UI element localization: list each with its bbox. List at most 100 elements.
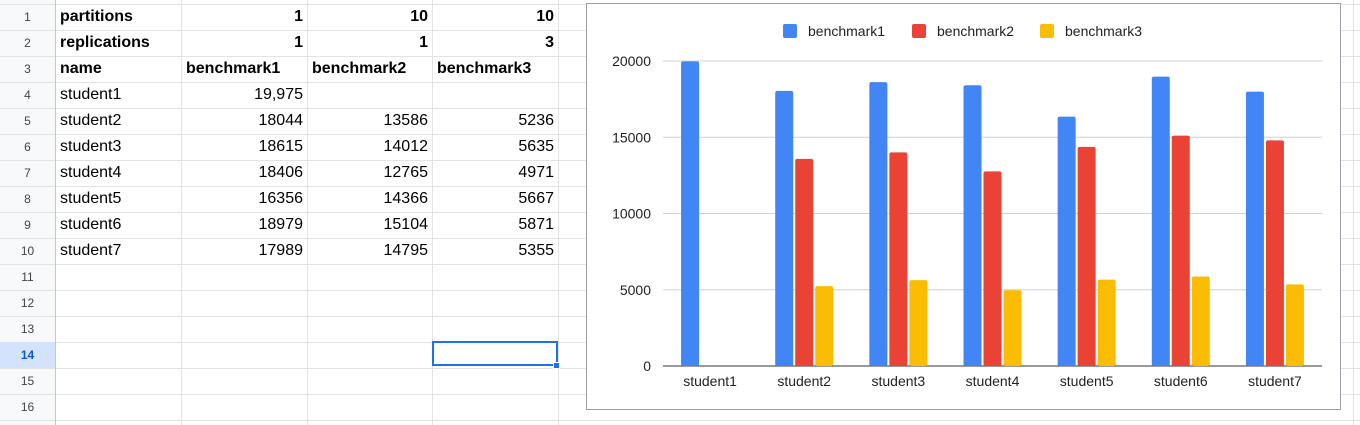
cell-r9-c2[interactable]: 18979 (258, 216, 304, 233)
bar-benchmark1-student6 (1151, 76, 1170, 366)
cell-r5-c1[interactable]: student2 (60, 112, 122, 129)
cell-r10-c1[interactable]: student7 (60, 242, 122, 259)
fill-handle[interactable] (553, 362, 560, 369)
row-header-11[interactable]: 11 (21, 270, 34, 284)
row-header-3[interactable]: 3 (24, 62, 31, 76)
cell-r3-c1[interactable]: name (60, 60, 102, 77)
row-header-2[interactable]: 2 (24, 36, 31, 50)
x-tick-label: student5 (1060, 373, 1114, 389)
cell-r7-c2[interactable]: 18406 (258, 164, 304, 181)
cell-r1-c4[interactable]: 10 (536, 8, 554, 25)
legend-label-benchmark2: benchmark2 (937, 23, 1014, 39)
legend-swatch-benchmark2 (912, 24, 926, 38)
chart-svg: 0 5000 10000 15000 20000 student1 student2 stud… (612, 23, 1322, 389)
bar-benchmark3-student7 (1285, 284, 1304, 366)
row-header-6[interactable]: 6 (24, 140, 31, 154)
cell-r2-c4[interactable]: 3 (545, 34, 554, 51)
cell-r2-c3[interactable]: 1 (419, 34, 428, 51)
cell-r7-c1[interactable]: student4 (60, 164, 122, 181)
cell-r8-c4[interactable]: 5667 (518, 190, 554, 207)
bar-benchmark3-student2 (815, 286, 834, 366)
cell-r5-c3[interactable]: 13586 (383, 112, 429, 129)
legend-label-benchmark1: benchmark1 (808, 23, 885, 39)
cell-r6-c3[interactable]: 14012 (383, 138, 429, 155)
cell-r1-c2[interactable]: 1 (294, 8, 303, 25)
cell-r8-c2[interactable]: 16356 (258, 190, 304, 207)
legend-label-benchmark3: benchmark3 (1065, 23, 1142, 39)
cell-r8-c3[interactable]: 14366 (383, 190, 429, 207)
bar-benchmark1-student3 (869, 82, 888, 366)
cell-r4-c4[interactable] (433, 82, 558, 108)
bar-benchmark2-student2 (795, 158, 814, 366)
column-divider (181, 0, 182, 425)
cell-r2-c2[interactable]: 1 (294, 34, 303, 51)
cell-r2-c1[interactable]: replications (60, 34, 150, 51)
cell-r1-c1[interactable]: partitions (60, 8, 133, 25)
column-divider (307, 0, 308, 425)
column-divider (558, 0, 559, 425)
bar-benchmark2-student5 (1077, 146, 1096, 366)
bar-benchmark1-student5 (1057, 116, 1076, 366)
cell-r9-c3[interactable]: 15104 (383, 216, 429, 233)
cell-r10-c3[interactable]: 14795 (383, 242, 429, 259)
x-tick-label: student1 (683, 373, 737, 389)
bar-benchmark2-student4 (983, 171, 1002, 366)
row-header-16[interactable]: 16 (20, 400, 35, 414)
cell-r7-c4[interactable]: 4971 (518, 164, 554, 181)
row-header-4[interactable]: 4 (24, 88, 31, 102)
x-tick-label: student2 (777, 373, 831, 389)
bar-chart[interactable]: 0 5000 10000 15000 20000 student1 student2 stud… (586, 3, 1341, 410)
selected-cell-d14[interactable] (432, 341, 558, 366)
y-tick-label: 15000 (612, 129, 651, 145)
y-tick-label: 10000 (612, 206, 651, 222)
x-tick-label: student6 (1154, 373, 1208, 389)
legend-swatch-benchmark3 (1040, 24, 1054, 38)
row-header-14[interactable]: 14 (0, 342, 55, 368)
cell-r1-c3[interactable]: 10 (410, 8, 428, 25)
cell-r10-c4[interactable]: 5355 (518, 242, 554, 259)
cell-r7-c3[interactable]: 12765 (383, 164, 429, 181)
row-header-1[interactable]: 1 (24, 10, 31, 24)
bar-benchmark1-student7 (1245, 91, 1264, 366)
row-header-7[interactable]: 7 (24, 166, 31, 180)
row-header-10[interactable]: 10 (20, 244, 35, 258)
bar-benchmark2-student7 (1265, 140, 1284, 366)
bar-benchmark1-student4 (963, 85, 982, 366)
bar-benchmark2-student3 (889, 152, 908, 366)
cell-r9-c1[interactable]: student6 (60, 216, 122, 233)
y-tick-label: 0 (643, 358, 651, 374)
x-tick-label: student7 (1248, 373, 1302, 389)
cell-r8-c1[interactable]: student5 (60, 190, 122, 207)
cell-r10-c2[interactable]: 17989 (258, 242, 304, 259)
row-header-9[interactable]: 9 (24, 218, 31, 232)
cell-r3-c3[interactable]: benchmark2 (312, 60, 407, 77)
row-header-8[interactable]: 8 (24, 192, 31, 206)
cell-r5-c4[interactable]: 5236 (518, 112, 554, 129)
bar-benchmark3-student4 (1003, 290, 1022, 366)
bar-benchmark1-student1 (681, 61, 700, 366)
row-header-5[interactable]: 5 (24, 114, 31, 128)
x-tick-label: student3 (871, 373, 925, 389)
bar-benchmark3-student5 (1097, 279, 1116, 366)
row-header-15[interactable]: 15 (20, 374, 35, 388)
row-header-12[interactable]: 12 (20, 296, 35, 310)
bar-benchmark3-student3 (909, 280, 928, 366)
y-tick-label: 20000 (612, 53, 651, 69)
row-header-13[interactable]: 13 (20, 322, 35, 336)
cell-r4-c1[interactable]: student1 (60, 86, 122, 103)
cell-r4-c3[interactable] (308, 82, 432, 108)
cell-r6-c2[interactable]: 18615 (258, 138, 304, 155)
column-divider (1353, 0, 1354, 425)
cell-r3-c4[interactable]: benchmark3 (437, 60, 532, 77)
cell-r4-c2[interactable]: 19,975 (254, 86, 303, 103)
cell-r3-c2[interactable]: benchmark1 (186, 60, 281, 77)
y-tick-label: 5000 (620, 282, 651, 298)
bar-benchmark1-student2 (775, 90, 794, 366)
legend-swatch-benchmark1 (783, 24, 797, 38)
bar-benchmark2-student6 (1171, 135, 1190, 366)
cell-r6-c4[interactable]: 5635 (518, 138, 554, 155)
cell-r5-c2[interactable]: 18044 (258, 112, 304, 129)
cell-r9-c4[interactable]: 5871 (518, 216, 554, 233)
x-tick-label: student4 (966, 373, 1020, 389)
cell-r6-c1[interactable]: student3 (60, 138, 122, 155)
